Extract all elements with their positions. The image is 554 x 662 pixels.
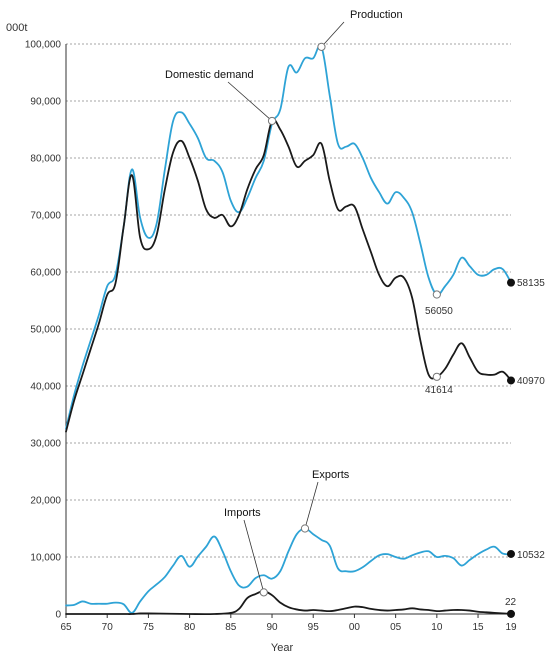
y-axis-unit-label: 000t <box>6 22 27 34</box>
x-tick-label: 85 <box>225 622 237 633</box>
value-label-22: 22 <box>505 597 517 608</box>
gridlines <box>66 43 511 558</box>
marker-open-41614 <box>432 372 441 381</box>
marker-open-exports <box>300 524 310 533</box>
x-axis-title: Year <box>271 642 294 654</box>
y-tick-labels: 0 10,000 20,000 30,000 40,000 50,000 60,000 70,… <box>25 40 62 621</box>
leader-line-domestic-demand <box>227 81 273 122</box>
y-tick-label: 0 <box>55 610 61 621</box>
series-callout-production: Production <box>350 9 403 21</box>
x-tick-label: 75 <box>143 622 155 633</box>
leader-line-imports <box>243 519 265 593</box>
series-callout-imports: Imports <box>224 507 261 519</box>
marker-open-imports <box>259 588 268 597</box>
marker-end-10532 <box>507 549 515 558</box>
x-tick-label: 65 <box>60 622 72 633</box>
x-tick-label: 05 <box>390 622 402 633</box>
x-tick-labels: 65 70 75 80 85 90 95 00 05 10 15 19 <box>60 622 517 633</box>
x-tick-label: 95 <box>308 622 320 633</box>
marker-end-58135 <box>507 278 515 287</box>
x-tick-label: 19 <box>505 622 517 633</box>
value-label-41614: 41614 <box>425 385 453 396</box>
marker-end-40970 <box>507 376 515 385</box>
annotation-labels: Production Domestic demand Exports Imports 5… <box>165 9 545 608</box>
y-tick-label: 40,000 <box>30 382 61 393</box>
value-label-56050: 56050 <box>425 306 453 317</box>
x-tick-label: 80 <box>184 622 196 633</box>
y-tick-label: 80,000 <box>30 154 61 165</box>
y-tick-label: 50,000 <box>30 325 61 336</box>
value-label-10532: 10532 <box>517 550 545 561</box>
leader-line-exports <box>304 481 319 529</box>
y-tick-label: 10,000 <box>30 553 61 564</box>
series-line-imports <box>65 590 512 616</box>
y-tick-label: 90,000 <box>30 97 61 108</box>
marker-open-domestic-demand <box>267 116 277 126</box>
y-tick-label: 30,000 <box>30 439 61 450</box>
series-line-exports <box>65 527 512 614</box>
x-tick-label: 70 <box>102 622 114 633</box>
x-tick-label: 10 <box>431 622 443 633</box>
marker-end-22 <box>507 609 515 618</box>
axes <box>65 44 512 618</box>
series-callout-domestic-demand: Domestic demand <box>165 69 254 81</box>
y-tick-label: 60,000 <box>30 268 61 279</box>
marker-open-production <box>317 42 326 51</box>
leader-line-production <box>321 21 345 48</box>
annotation-leaders <box>227 21 345 593</box>
y-tick-label: 100,000 <box>25 40 62 51</box>
x-tick-label: 90 <box>266 622 278 633</box>
annotation-markers <box>259 42 515 618</box>
y-tick-label: 20,000 <box>30 496 61 507</box>
x-tick-label: 15 <box>472 622 484 633</box>
series-callout-exports: Exports <box>312 469 350 481</box>
value-label-40970: 40970 <box>517 376 545 387</box>
value-label-58135: 58135 <box>517 278 545 289</box>
marker-open-56050 <box>432 290 441 299</box>
x-tick-label: 00 <box>349 622 361 633</box>
series-lines <box>65 44 512 616</box>
y-tick-label: 70,000 <box>30 211 61 222</box>
